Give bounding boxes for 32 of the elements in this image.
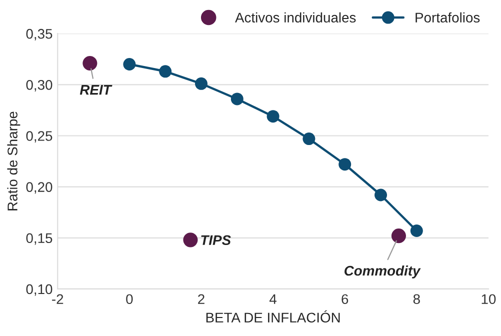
point: [194, 77, 208, 90]
point: [159, 65, 172, 78]
x-tick-label: 6: [342, 294, 348, 304]
point: [391, 228, 406, 244]
y-axis-title: Ratio de Sharpe: [7, 112, 20, 210]
point: [302, 132, 316, 146]
point: [123, 58, 136, 70]
y-tick-label: 0,30: [26, 80, 52, 92]
point: [338, 158, 352, 171]
x-axis-title: BETA DE INFLACIÓN: [206, 310, 340, 323]
point: [230, 92, 244, 106]
y-tick-label: 0,35: [26, 28, 52, 40]
x-tick-label: 8: [413, 294, 420, 304]
annotation: REIT: [80, 85, 112, 95]
legend-label: Portafolios: [416, 12, 480, 23]
x-tick-label: 0: [126, 294, 133, 304]
point: [82, 56, 98, 71]
y-tick-label: 0,15: [26, 233, 52, 245]
point: [266, 110, 280, 123]
x-tick-label: 4: [270, 294, 276, 304]
y-tick-label: 0,25: [26, 131, 52, 143]
legend-label: Activos individuales: [235, 12, 356, 23]
point: [183, 232, 198, 248]
y-tick-label: 0,10: [26, 284, 52, 296]
y-tick-label: 0,20: [26, 182, 52, 194]
annotation: TIPS: [201, 235, 231, 246]
x-tick-label: 10: [482, 294, 496, 304]
point: [374, 188, 388, 202]
point: [410, 224, 423, 237]
x-tick-label: -2: [52, 294, 64, 304]
x-tick-label: 2: [198, 294, 204, 304]
annotation: Commodity: [344, 265, 421, 278]
